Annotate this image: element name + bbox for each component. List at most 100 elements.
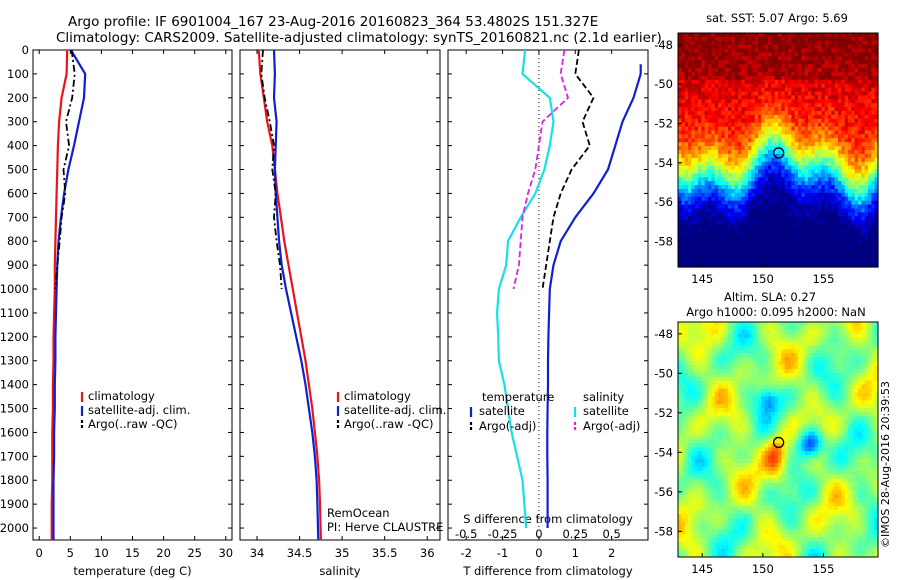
map-cell: [701, 365, 706, 370]
map-cell: [821, 220, 826, 225]
map-cell: [824, 208, 829, 213]
map-cell: [854, 33, 859, 38]
map-cell: [741, 99, 746, 104]
map-cell: [791, 341, 796, 347]
map-cell: [831, 130, 836, 135]
map-cell: [764, 322, 769, 327]
map-cell: [811, 153, 816, 159]
map-cell: [814, 33, 819, 38]
map-cell: [778, 345, 782, 351]
map-cell: [871, 91, 876, 96]
map-cell: [708, 251, 712, 256]
map-cell: [804, 185, 809, 190]
map-cell: [818, 161, 822, 167]
map-cell: [711, 177, 716, 182]
map-cell: [818, 337, 822, 343]
map-cell: [714, 153, 719, 159]
map-cell: [738, 361, 742, 366]
map-cell: [694, 177, 699, 182]
map-cell: [744, 357, 749, 362]
map-cell: [804, 95, 809, 100]
map-cell: [834, 150, 839, 155]
map-cell: [804, 212, 809, 217]
map-cell: [754, 60, 759, 65]
map-cell: [754, 126, 759, 132]
map-cell: [708, 44, 712, 50]
map-cell: [681, 337, 686, 343]
map-cell: [848, 231, 852, 237]
map-cell: [711, 341, 716, 347]
map-cell: [814, 111, 819, 116]
map-cell: [814, 345, 819, 351]
map-cell: [711, 235, 716, 241]
map-cell: [831, 107, 836, 112]
x-tick-label: 36: [420, 546, 435, 560]
map-cell: [801, 239, 806, 245]
map-cell: [741, 369, 746, 374]
map-cell: [864, 235, 869, 241]
map-cell: [691, 95, 696, 100]
map-cell: [731, 200, 736, 206]
map-cell: [701, 181, 706, 186]
map-cell: [784, 122, 789, 128]
map-cell: [751, 337, 756, 343]
map-cell: [794, 220, 799, 225]
map-cell: [831, 349, 836, 354]
map-cell: [818, 83, 822, 89]
map-cell: [848, 157, 852, 163]
map-cell: [824, 111, 829, 116]
map-cell: [774, 138, 779, 143]
map-cell: [851, 231, 856, 237]
map-cell: [698, 200, 702, 206]
map-cell: [711, 60, 716, 65]
map-cell: [801, 130, 806, 135]
map-cell: [834, 83, 839, 89]
map-cell: [811, 64, 816, 69]
map-cell: [724, 169, 729, 174]
map-cell: [784, 376, 789, 382]
map-cell: [774, 200, 779, 206]
map-cell: [684, 329, 689, 335]
map-cell: [698, 150, 702, 155]
map-cell: [801, 216, 806, 221]
map-cell: [828, 99, 832, 104]
map-cell: [874, 239, 879, 245]
map-cell: [761, 345, 766, 351]
map-cell: [814, 341, 819, 347]
x2-tick-label: -0.5: [455, 527, 477, 541]
map-cell: [718, 189, 722, 194]
map-cell: [684, 114, 689, 120]
map-cell: [791, 134, 796, 139]
map-cell: [794, 228, 799, 233]
map-cell: [714, 239, 719, 245]
map-cell: [754, 247, 759, 252]
map-cell: [681, 216, 686, 221]
map-cell: [848, 357, 852, 362]
map-cell: [841, 79, 846, 85]
map-cell: [774, 189, 779, 194]
map-cell: [728, 111, 732, 116]
map-cell: [748, 161, 752, 167]
map-cell: [738, 365, 742, 370]
map-cell: [754, 79, 759, 85]
map-cell: [751, 372, 756, 378]
map-cell: [678, 60, 682, 65]
map-cell: [771, 372, 776, 378]
map-cell: [871, 138, 876, 143]
y-tick-label: 100: [7, 67, 29, 81]
map-cell: [761, 231, 766, 237]
map-cell: [804, 44, 809, 50]
map-cell: [734, 99, 739, 104]
map-cell: [861, 243, 866, 249]
map-cell: [801, 365, 806, 370]
map-cell: [764, 165, 769, 171]
map-cell: [764, 337, 769, 343]
map-cell: [791, 235, 796, 241]
map-cell: [811, 68, 816, 73]
map-cell: [834, 380, 839, 386]
map-cell: [721, 329, 726, 335]
map-cell: [754, 204, 759, 210]
map-cell: [714, 376, 719, 382]
map-cell: [768, 157, 772, 163]
map-cell: [834, 200, 839, 206]
